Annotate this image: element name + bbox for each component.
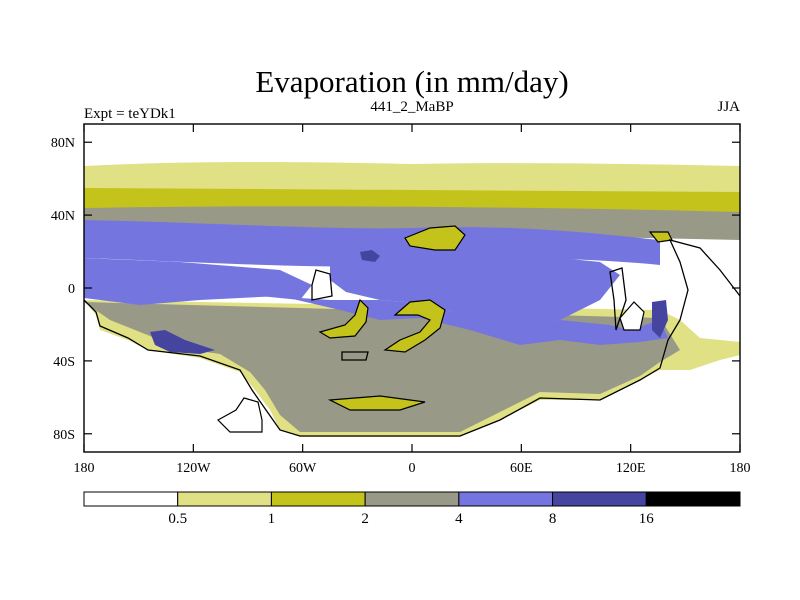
chart-title: Evaporation (in mm/day): [255, 64, 568, 99]
y-tick-label: 40S: [53, 355, 75, 370]
west-pacific-blue: [84, 258, 312, 300]
colorbar-label: 1: [268, 511, 276, 527]
band-gray-north: [84, 206, 740, 240]
island-patch-2: [383, 299, 446, 353]
band-north-blue: [84, 220, 660, 267]
colorbar-box: [270, 491, 366, 507]
island-patch-1: [318, 298, 369, 339]
map-plot-area: [83, 123, 741, 453]
colorbar-label: 2: [361, 511, 369, 527]
x-axis-ticks: 180 120W 60W 0 60E 120E 180: [74, 124, 751, 476]
colorbar-box: [458, 491, 554, 507]
coastline-outline: [83, 239, 741, 437]
y-tick-label: 80N: [51, 136, 75, 151]
y-tick-label: 0: [68, 282, 75, 297]
coastline-outline-2: [311, 269, 333, 301]
y-axis-ticks: 80N 40N 0 40S 80S: [51, 136, 740, 443]
y-tick-label: 80S: [53, 428, 75, 443]
x-tick-label: 60E: [510, 461, 533, 476]
subtitle-left: Expt = teYDk1: [84, 106, 176, 122]
dark-patch-north: [360, 250, 380, 262]
colorbar-box: [364, 491, 460, 507]
subtitle-center: 441_2_MaBP: [370, 99, 453, 115]
x-tick-label: 120W: [176, 461, 211, 476]
dark-patch-east: [652, 300, 668, 338]
central-blue: [330, 252, 620, 322]
dark-patch-west: [150, 330, 215, 354]
colorbar-label: 0.5: [168, 511, 187, 527]
southern-blue-area: [84, 290, 668, 345]
x-tick-label: 0: [409, 461, 416, 476]
island-patch-3: [404, 225, 466, 251]
subtitle-right: JJA: [717, 99, 740, 115]
colorbar-box: [552, 491, 647, 507]
x-tick-label: 180: [74, 461, 95, 476]
colorbar-label: 4: [455, 511, 463, 527]
island-patch-5: [619, 301, 645, 331]
colorbar-box: [83, 491, 179, 507]
coastline-outline-4: [341, 351, 369, 361]
x-tick-label: 180: [730, 461, 751, 476]
coastline-outline-3: [609, 267, 627, 331]
antarctic-white-islands: [217, 397, 263, 433]
x-tick-label: 120E: [616, 461, 646, 476]
colorbar-label: 8: [549, 511, 557, 527]
y-tick-label: 40N: [51, 209, 75, 224]
colorbar-box: [177, 491, 272, 507]
x-tick-label: 60W: [289, 461, 317, 476]
colorbar: 0.5 1 2 4 8 16: [83, 491, 741, 527]
colorbar-box: [645, 491, 741, 507]
island-patch-6: [327, 395, 426, 411]
colorbar-label: 16: [639, 511, 655, 527]
